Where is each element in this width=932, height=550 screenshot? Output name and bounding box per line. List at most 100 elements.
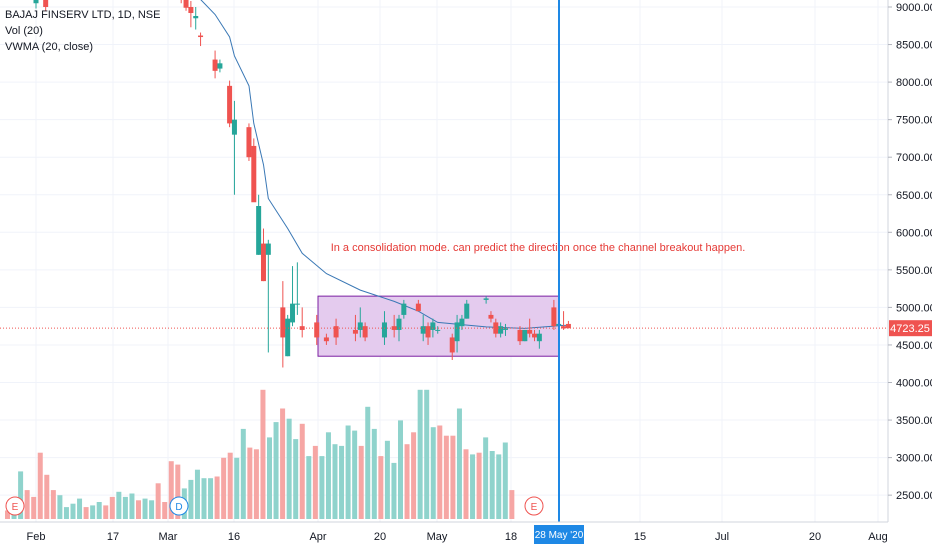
time-tick-label: Feb	[27, 531, 46, 543]
svg-text:D: D	[175, 502, 182, 513]
volume-bar	[365, 406, 371, 519]
dividend-marker[interactable]: D	[169, 496, 189, 516]
candle	[193, 7, 199, 30]
candle	[502, 323, 508, 336]
volume-bar	[339, 445, 345, 519]
candle	[265, 239, 271, 353]
price-tick-label: 9000.00	[896, 2, 932, 14]
volume-bar	[483, 437, 489, 519]
svg-text:E: E	[12, 502, 19, 513]
volume-bar	[319, 456, 325, 519]
volume-bar	[103, 505, 109, 519]
time-tick-label: 17	[107, 531, 119, 543]
last-price-label: 4723.25	[890, 323, 930, 335]
candle	[464, 299, 470, 319]
volume-bar	[332, 444, 338, 519]
volume-bar	[221, 457, 227, 519]
annotation-text[interactable]: In a consolidation mode. can predict the…	[331, 242, 746, 254]
candle	[551, 299, 557, 330]
consolidation-channel-box[interactable]	[317, 295, 560, 357]
time-axis[interactable]: Feb 17 Mar 16 Apr 20 May 18 15 Jul 20 Aug	[27, 531, 888, 543]
time-tick-label: 16	[228, 531, 240, 543]
volume-bar	[293, 439, 299, 519]
candle	[33, 0, 39, 9]
price-tick-label: 2500.00	[896, 490, 932, 502]
price-tick-label: 7000.00	[896, 152, 932, 164]
volume-bar	[352, 430, 358, 519]
volume-bar	[470, 454, 476, 519]
earnings-marker[interactable]: E	[5, 496, 25, 516]
time-tick-label: 15	[634, 531, 646, 543]
candle	[212, 50, 218, 79]
volume-bar	[142, 498, 148, 519]
price-tick-label: 5500.00	[896, 265, 932, 277]
volume-bar	[267, 437, 272, 519]
candle	[352, 314, 358, 342]
time-tick-label: May	[427, 531, 448, 543]
candle	[401, 299, 407, 319]
volume-bar	[201, 478, 207, 519]
volume-bar	[109, 496, 115, 519]
candle	[425, 322, 431, 345]
price-tick-label: 6000.00	[896, 227, 932, 239]
candle	[333, 318, 339, 345]
candle	[391, 314, 397, 338]
candle	[285, 314, 291, 357]
candle	[415, 299, 421, 312]
price-axis[interactable]: 9000.00 8500.00 8000.00 7500.00 7000.00 6500.…	[888, 2, 932, 502]
candle	[294, 262, 300, 315]
candle	[561, 311, 567, 330]
volume-bar	[162, 502, 168, 519]
candle	[180, 0, 182, 4]
volume-bar	[398, 420, 403, 519]
vwma-study-label[interactable]: VWMA (20, close)	[5, 41, 94, 53]
date-tag: 28 May '20	[534, 525, 584, 544]
candle	[198, 32, 204, 47]
volume-bar	[247, 447, 253, 519]
candle	[323, 333, 329, 345]
volume-bar	[306, 456, 312, 519]
volume-study-label[interactable]: Vol (20)	[5, 25, 43, 37]
volume-bar	[280, 408, 286, 519]
volume-bar	[378, 456, 384, 519]
volume-bar	[136, 500, 141, 519]
volume-bar	[325, 432, 331, 519]
candle	[362, 322, 368, 342]
candle	[188, 0, 194, 28]
volume-bar	[463, 449, 469, 519]
volume-bar	[358, 445, 364, 519]
symbol-title[interactable]: BAJAJ FINSERV LTD, 1D, NSE	[5, 9, 161, 21]
volume-bar	[384, 440, 390, 519]
volume-bar	[44, 474, 50, 519]
price-axis-bg	[888, 0, 932, 550]
volume-bar	[116, 491, 122, 519]
volume-bar	[417, 389, 423, 519]
volume-bar	[443, 435, 449, 519]
time-tick-label: 20	[374, 531, 386, 543]
volume-bar	[312, 445, 318, 519]
volume-bar	[286, 418, 292, 519]
volume-bar	[149, 500, 155, 519]
candle	[536, 329, 542, 349]
volume-bar	[96, 502, 102, 519]
volume-bar	[129, 493, 135, 519]
volume-bar	[509, 490, 515, 519]
volume-bar	[57, 495, 63, 519]
last-price-tag: 4723.25	[889, 320, 932, 337]
volume-bar	[240, 428, 246, 519]
time-tick-label: Jul	[715, 531, 729, 543]
candle	[522, 329, 528, 342]
time-tick-label: Apr	[309, 531, 326, 543]
volume-bar	[122, 496, 128, 519]
candle	[435, 326, 441, 334]
price-tick-label: 8500.00	[896, 40, 932, 52]
price-tick-label: 4000.00	[896, 378, 932, 390]
candle	[183, 0, 189, 11]
candle	[488, 311, 494, 323]
price-tick-label: 4500.00	[896, 340, 932, 352]
volume-bar	[489, 451, 495, 519]
earnings-marker[interactable]: E	[524, 496, 544, 516]
